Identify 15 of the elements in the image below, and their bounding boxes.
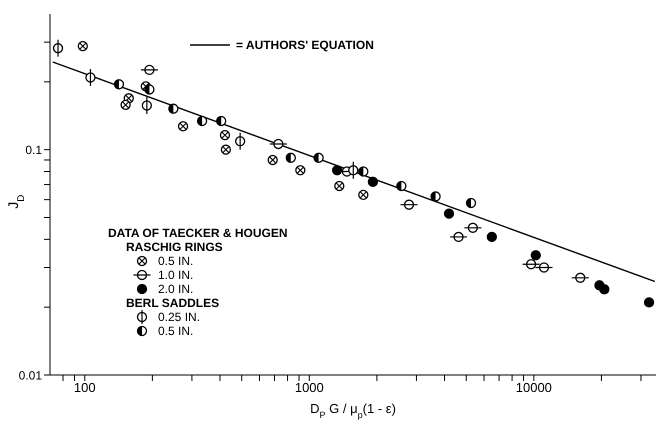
legend-label: 2.0 IN.	[158, 282, 194, 296]
x-axis-title: D$_{P}$ G / μ$_{p}$(1 - ε)	[310, 401, 396, 420]
legend-label: 0.25 IN.	[158, 310, 200, 324]
legend-label: = AUTHORS' EQUATION	[236, 38, 374, 52]
legend-label: 1.0 IN.	[158, 268, 194, 282]
y-tick-label: 0.1	[25, 142, 42, 157]
legend-label: 0.5 IN.	[158, 254, 194, 268]
x-tick-label: 100	[74, 380, 96, 396]
legend-title: DATA OF TAECKER & HOUGEN	[108, 226, 288, 240]
legend-label: 0.5 IN.	[158, 324, 194, 338]
annotation: RASCHIG RINGS	[126, 240, 224, 254]
x-tick-label: 10000	[516, 380, 552, 396]
annotation: BERL SADDLES	[126, 296, 220, 310]
y-tick-label: 0.01	[18, 368, 42, 382]
x-tick-label: 1000	[294, 380, 324, 396]
